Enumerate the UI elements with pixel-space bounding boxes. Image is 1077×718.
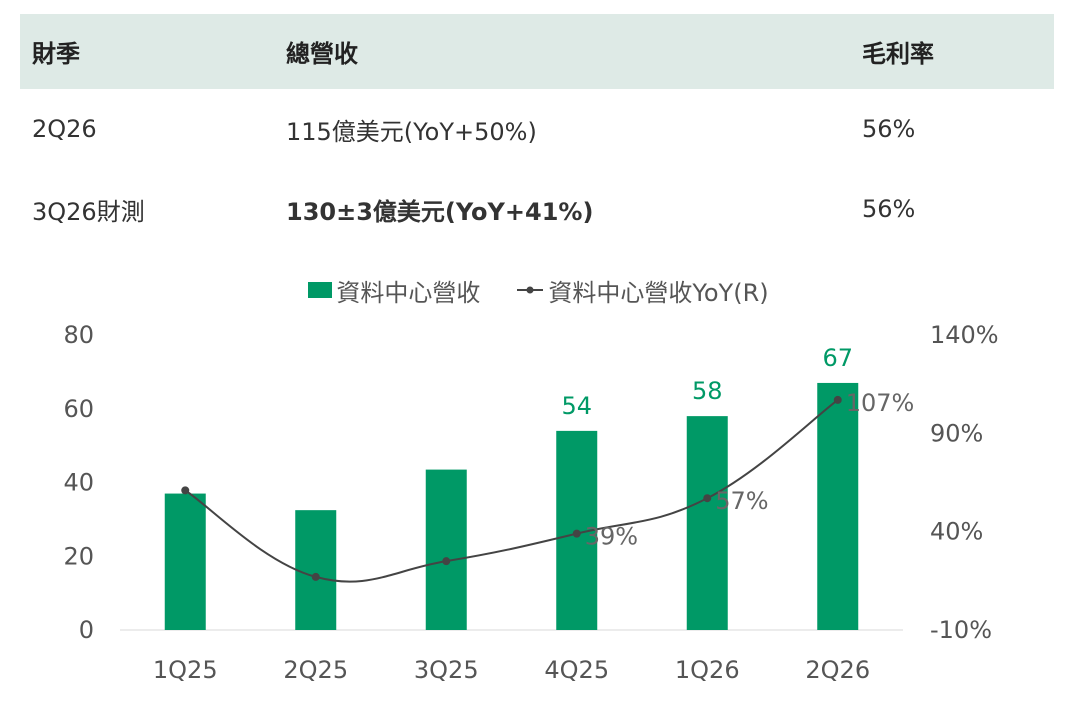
bar [686,416,728,630]
bar [425,469,467,630]
bar [295,510,337,630]
yoy-point [311,572,320,581]
row-revenue: 115億美元(YoY+50%) [286,117,537,146]
line-data-label: 39% [585,523,638,551]
row-quarter: 3Q26財測 [32,197,145,226]
chart-legend: 資料中心營收 資料中心營收YoY(R) [0,272,1077,308]
header-margin: 毛利率 [862,40,934,68]
x-tick-label: 4Q25 [544,656,609,684]
row-margin: 56% [862,195,916,223]
x-tick-label: 2Q26 [805,656,870,684]
financial-table: 財季 總營收 毛利率 2Q26 115億美元(YoY+50%) 56% 3Q26… [20,14,1054,249]
yoy-line [184,399,839,583]
bar [164,493,206,630]
x-tick-label: 1Q26 [675,656,740,684]
yoy-point [572,529,581,538]
row-quarter: 2Q26 [32,115,97,143]
legend-item-line: 資料中心營收YoY(R) [516,273,769,308]
yoy-point [833,395,842,404]
legend-label-bar: 資料中心營收 [336,278,481,307]
bar-data-label: 54 [561,392,592,420]
legend-item-bar: 資料中心營收 [308,273,480,308]
yoy-point [442,557,451,566]
x-tick-label: 3Q25 [414,656,479,684]
bar-data-label: 58 [692,377,723,405]
y-left-tick-label: 0 [79,616,94,644]
y-right-tick-label: 140% [930,321,999,349]
table-header: 財季 總營收 毛利率 [20,14,1054,89]
y-left-tick-label: 60 [63,395,94,423]
row-revenue: 130±3億美元(YoY+41%) [286,197,594,226]
x-tick-label: 1Q25 [153,656,218,684]
legend-swatch-bar [308,282,333,298]
row-margin: 56% [862,115,916,143]
table-row: 3Q26財測 130±3億美元(YoY+41%) 56% [20,169,1054,249]
x-tick-label: 2Q25 [283,656,348,684]
yoy-point [181,486,190,495]
bar [817,382,859,630]
y-right-tick-label: -10% [930,616,992,644]
bar [556,430,598,630]
header-revenue: 總營收 [286,40,358,68]
y-left-tick-label: 80 [63,321,94,349]
y-right-tick-label: 90% [930,419,983,447]
header-quarter: 財季 [32,40,80,68]
yoy-point [703,494,712,503]
y-left-tick-label: 20 [63,542,94,570]
line-data-label: 107% [846,389,915,417]
legend-swatch-line [517,286,544,294]
table-row: 2Q26 115億美元(YoY+50%) 56% [20,89,1054,169]
legend-label-line: 資料中心營收YoY(R) [548,278,769,307]
bar-data-label: 67 [822,344,853,372]
y-right-tick-label: 40% [930,518,983,546]
line-data-label: 57% [715,487,768,515]
y-left-tick-label: 40 [63,469,94,497]
